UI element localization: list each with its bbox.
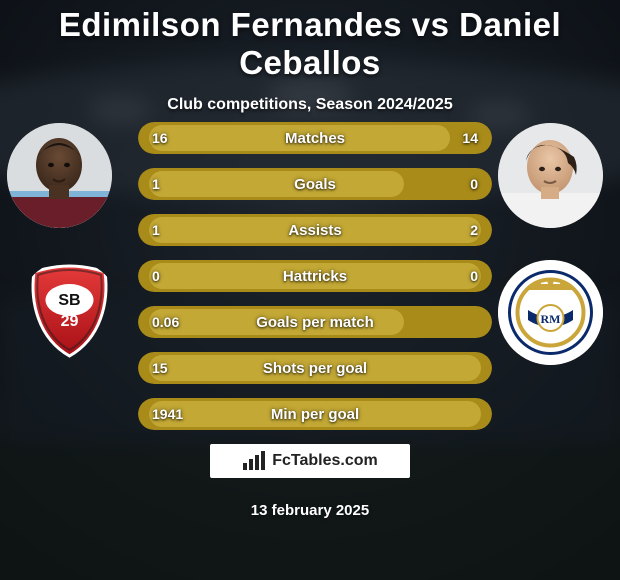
brand-text: FcTables.com <box>272 452 378 470</box>
club-logo-right-image: RM <box>498 260 603 365</box>
club-logo-left: SB 29 <box>19 260 120 361</box>
stat-row: Matches1614 <box>138 122 492 154</box>
avatar-right <box>498 123 603 228</box>
content: Edimilson Fernandes vs Daniel Ceballos C… <box>0 0 620 580</box>
brand-icon <box>242 451 268 471</box>
stat-bar-inner <box>149 309 404 335</box>
brand-bar: FcTables.com <box>210 444 410 478</box>
avatar-right-image <box>498 123 603 228</box>
stat-row: Shots per goal15 <box>138 352 492 384</box>
avatar-left-image <box>7 123 112 228</box>
svg-text:SB: SB <box>58 292 80 309</box>
comparison-bars: Matches1614 Goals10 Assists12 Hattricks00 Go… <box>138 122 492 444</box>
page-title: Edimilson Fernandes vs Daniel Ceballos <box>0 0 620 82</box>
page-subtitle: Club competitions, Season 2024/2025 <box>0 96 620 114</box>
stat-bar-inner <box>149 171 404 197</box>
stat-row: Hattricks00 <box>138 260 492 292</box>
stat-row: Min per goal1941 <box>138 398 492 430</box>
avatar-left <box>7 123 112 228</box>
stat-row: Goals per match0.06 <box>138 306 492 338</box>
club-logo-left-image: SB 29 <box>19 260 120 361</box>
stat-bar-inner <box>149 125 450 151</box>
comparison-card: Edimilson Fernandes vs Daniel Ceballos C… <box>0 0 620 580</box>
svg-text:29: 29 <box>61 313 79 330</box>
footer-date: 13 february 2025 <box>0 502 620 519</box>
svg-text:RM: RM <box>541 312 561 326</box>
stat-bar-inner <box>149 401 482 427</box>
stat-bar-inner <box>149 355 482 381</box>
stat-bar-inner <box>149 217 482 243</box>
stat-bar-inner <box>149 263 482 289</box>
club-logo-right: RM <box>498 260 603 365</box>
stat-row: Goals10 <box>138 168 492 200</box>
stat-row: Assists12 <box>138 214 492 246</box>
